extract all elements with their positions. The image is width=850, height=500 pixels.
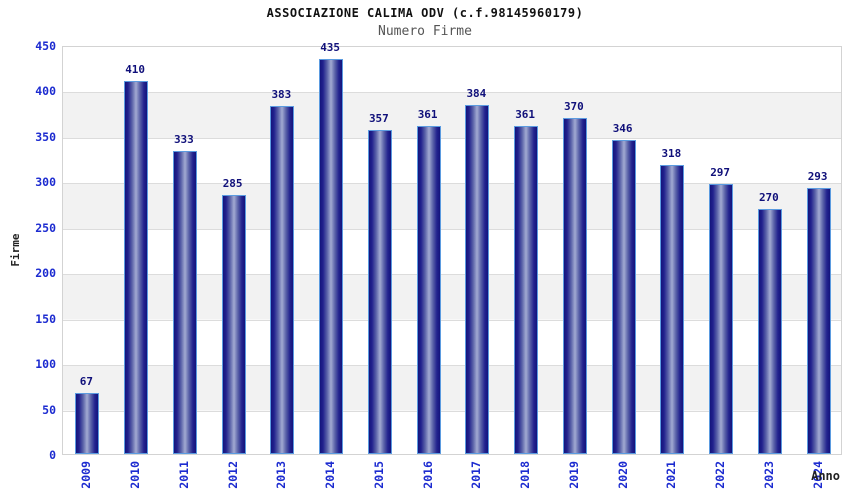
x-tick-label: 2013 [274, 461, 289, 489]
y-axis-title: Firme [9, 233, 22, 267]
plot-area [62, 46, 842, 455]
bar-2014 [319, 58, 344, 454]
gridline [63, 183, 841, 185]
y-tick-label: 50 [42, 402, 56, 417]
bar-value-label: 370 [563, 99, 584, 113]
x-tick-label: 2015 [371, 461, 386, 489]
gridline [63, 365, 841, 367]
chart-subtitle: Numero Firme [378, 24, 472, 39]
x-tick-label: 2020 [615, 461, 630, 489]
gridline [63, 228, 841, 230]
x-tick-label: 2021 [664, 461, 679, 489]
bar-2010 [124, 81, 149, 454]
x-tick-label: 2018 [518, 461, 533, 489]
bar-value-label: 357 [368, 111, 389, 125]
x-tick-label: 2017 [469, 461, 484, 489]
bar-2023 [757, 208, 782, 454]
bar-value-label: 333 [173, 133, 194, 147]
x-tick-label: 2022 [713, 461, 728, 489]
gridline [63, 92, 841, 94]
y-tick-label: 200 [35, 266, 56, 281]
x-tick-label: 2019 [566, 461, 581, 489]
y-tick-label: 250 [35, 220, 56, 235]
gridline [63, 274, 841, 276]
bar-2019 [562, 117, 587, 454]
y-tick-label: 400 [35, 84, 56, 99]
bar-value-label: 285 [222, 176, 243, 190]
bar-2016 [416, 125, 441, 454]
x-tick-label: 2012 [225, 461, 240, 489]
y-tick-label: 350 [35, 129, 56, 144]
x-tick-label: 2010 [128, 461, 143, 489]
x-tick-label: 2023 [761, 461, 776, 489]
chart-title: ASSOCIAZIONE CALIMA ODV (c.f.98145960179… [266, 6, 584, 20]
y-tick-label: 300 [35, 175, 56, 190]
bar-2020 [611, 139, 636, 454]
bar-value-label: 383 [271, 87, 292, 101]
bar-2011 [172, 151, 197, 454]
bar-value-label: 361 [417, 107, 438, 121]
bar-2022 [709, 184, 734, 454]
bar-value-label: 270 [758, 190, 779, 204]
y-tick-label: 150 [35, 311, 56, 326]
bar-value-label: 410 [125, 63, 146, 77]
bar-2009 [75, 393, 100, 454]
bar-2013 [270, 105, 295, 454]
bar-value-label: 384 [466, 86, 487, 100]
y-tick-label: 0 [49, 448, 56, 462]
x-tick-label: 2009 [79, 461, 94, 489]
y-tick-label: 450 [35, 39, 56, 53]
x-tick-label: 2014 [323, 461, 338, 489]
x-tick-label: 2016 [420, 461, 435, 489]
bar-value-label: 293 [807, 169, 828, 183]
bar-2021 [660, 164, 685, 454]
bar-value-label: 318 [661, 146, 682, 160]
gridline [63, 410, 841, 412]
bar-value-label: 67 [79, 375, 93, 389]
gridline [63, 319, 841, 321]
bar-value-label: 346 [612, 121, 633, 135]
bar-2015 [367, 129, 392, 454]
bar-value-label: 435 [320, 40, 341, 54]
x-tick-label: 2011 [176, 461, 191, 489]
bar-value-label: 361 [515, 107, 536, 121]
bar-2012 [221, 194, 246, 454]
bar-value-label: 297 [710, 166, 731, 180]
x-axis-title: Anno [811, 469, 840, 483]
bar-2024 [806, 187, 831, 454]
gridline [63, 137, 841, 139]
bar-2018 [514, 125, 539, 454]
bar-2017 [465, 105, 490, 454]
y-tick-label: 100 [35, 357, 56, 372]
